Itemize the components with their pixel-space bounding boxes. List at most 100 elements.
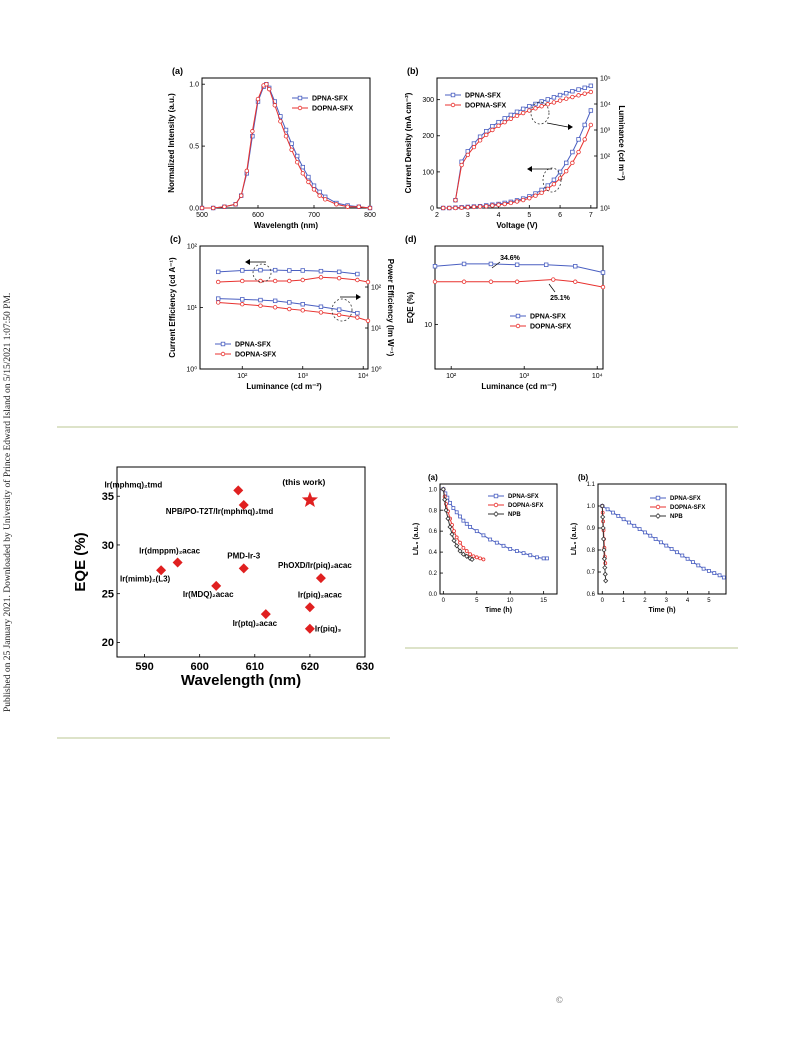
data-point xyxy=(278,119,283,124)
data-point xyxy=(272,278,278,284)
data-point xyxy=(287,306,292,312)
highlight-label: (this work) xyxy=(282,477,325,487)
data-point xyxy=(283,133,289,139)
data-point xyxy=(696,563,701,568)
data-point xyxy=(600,270,606,275)
data-point xyxy=(334,202,339,207)
data-point xyxy=(600,284,606,290)
data-point xyxy=(543,262,549,267)
y-tick-label: 200 xyxy=(422,133,434,140)
data-point xyxy=(484,128,489,134)
data-point xyxy=(488,261,494,267)
data-point xyxy=(287,268,292,273)
data-point xyxy=(355,315,360,320)
data-point xyxy=(464,521,469,526)
data-point xyxy=(653,537,658,541)
data-point xyxy=(315,573,326,584)
y-axis-label: L/L₀ (a.u.) xyxy=(413,523,420,555)
arrow-head xyxy=(527,166,532,172)
legend-marker xyxy=(493,511,499,517)
x-tick-label: 7 xyxy=(589,212,593,219)
data-point xyxy=(306,179,311,185)
y-axis-label: Current Efficiency (cd A⁻¹) xyxy=(168,257,177,358)
data-point xyxy=(527,108,532,113)
data-point xyxy=(465,205,470,210)
data-point xyxy=(582,85,587,90)
data-point xyxy=(570,149,575,155)
highlight-ellipse xyxy=(252,263,272,283)
data-point xyxy=(311,187,317,192)
data-point xyxy=(238,500,249,510)
series-line xyxy=(602,505,725,578)
data-point xyxy=(238,193,244,198)
data-point xyxy=(477,204,483,209)
data-point xyxy=(582,91,587,96)
data-point xyxy=(440,486,446,492)
data-point xyxy=(474,529,479,534)
data-point xyxy=(675,550,679,555)
data-point xyxy=(502,119,507,125)
x-tick-label: 4 xyxy=(686,598,690,604)
data-point xyxy=(564,168,569,174)
data-point xyxy=(627,520,631,525)
data-point xyxy=(721,575,726,580)
data-point xyxy=(355,310,360,316)
x-tick-label: 10⁴ xyxy=(592,373,603,380)
y-tick-label: 10¹ xyxy=(187,305,198,312)
arrow-head xyxy=(568,124,573,130)
y-tick-label: 0.0 xyxy=(429,592,438,598)
point-label: Ir(mphmq)₂tmd xyxy=(104,480,162,489)
data-point xyxy=(502,201,507,207)
x-tick-label: 10⁴ xyxy=(358,373,369,380)
panel-label: (a) xyxy=(172,66,183,76)
legend-label: DPNA-SFX xyxy=(670,496,701,502)
data-point xyxy=(255,96,261,102)
legend-label: DPNA-SFX xyxy=(530,313,566,320)
data-point xyxy=(471,204,477,210)
data-point xyxy=(545,102,550,107)
data-point xyxy=(323,197,328,202)
plot-frame xyxy=(199,245,369,370)
data-point xyxy=(545,556,549,561)
data-point xyxy=(582,122,587,128)
highlight-ellipse xyxy=(542,167,562,193)
data-point xyxy=(451,506,456,510)
data-point xyxy=(454,510,459,515)
legend-label: DOPNA-SFX xyxy=(465,102,507,109)
data-point xyxy=(211,580,222,591)
y2-tick-label: 10² xyxy=(371,284,382,291)
data-point xyxy=(520,106,526,112)
legend-marker xyxy=(493,502,499,508)
data-point xyxy=(664,543,669,548)
x-axis-label: Time (h) xyxy=(648,607,675,614)
data-point xyxy=(240,278,245,284)
x-tick-label: 700 xyxy=(308,212,320,219)
data-point xyxy=(611,510,615,515)
data-point xyxy=(551,95,557,100)
x-tick-label: 5 xyxy=(527,212,531,219)
data-point xyxy=(447,205,452,211)
data-point xyxy=(600,514,606,520)
data-point xyxy=(570,89,575,94)
data-point xyxy=(454,543,460,549)
chart-fig2: 590 600 610 620 630 20 25 30 35 Wavelength (nm) EQ… xyxy=(72,466,374,689)
series-line xyxy=(442,489,547,559)
data-point xyxy=(632,523,637,528)
data-point xyxy=(520,110,526,116)
y-tick-label: 100 xyxy=(422,169,434,176)
legend-label: NPB xyxy=(508,512,521,518)
legend-label: NPB xyxy=(670,514,683,520)
data-point xyxy=(318,275,324,280)
data-point xyxy=(557,98,563,103)
y-tick-label: 30 xyxy=(102,540,114,552)
data-point xyxy=(304,623,315,634)
chart-fig3a: 0 5 10 15 0.0 0.2 0.4 0.6 0.8 1.0 Time (h) L/L₀ (a.… xyxy=(413,473,558,614)
data-point xyxy=(643,530,647,535)
data-point xyxy=(539,99,544,104)
data-point xyxy=(701,566,706,571)
panel-label: (c) xyxy=(170,234,181,244)
y-tick-label: 1.1 xyxy=(587,482,596,488)
data-point xyxy=(514,279,520,284)
chart-fig1d: 10² 10³ 10⁴ 10 Luminance (cd m⁻²) EQE (%) (d) D… xyxy=(405,234,606,391)
data-point xyxy=(272,103,277,108)
